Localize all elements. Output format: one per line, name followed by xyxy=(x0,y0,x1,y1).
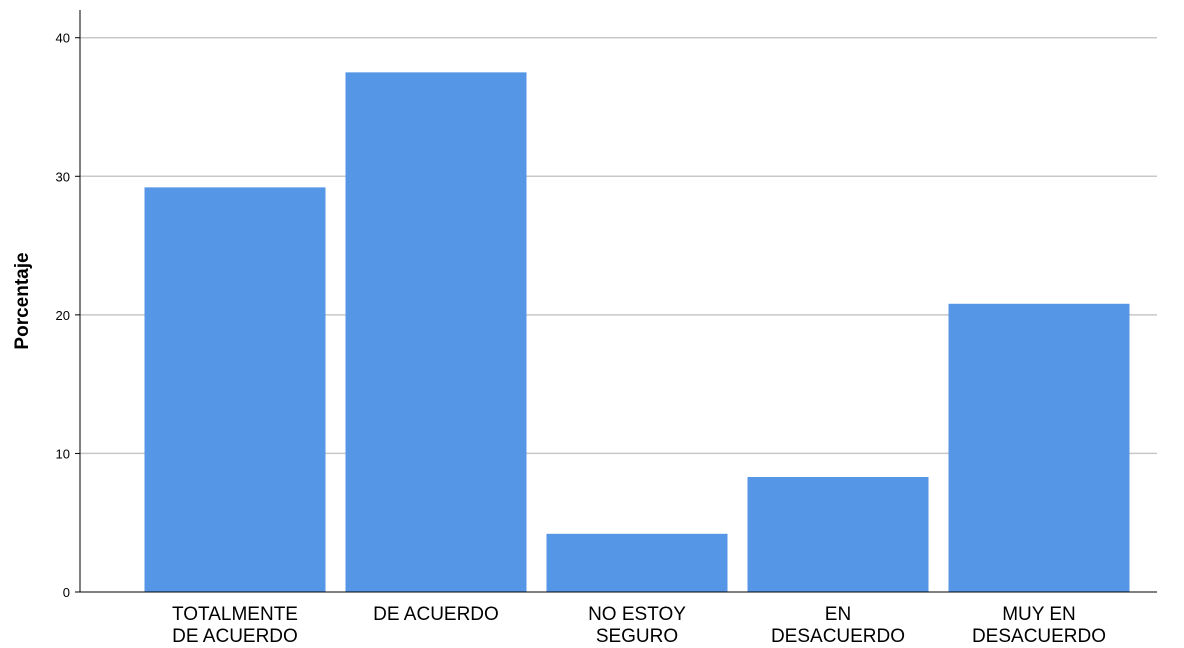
y-tick-label: 20 xyxy=(56,308,70,323)
bar xyxy=(546,533,728,592)
y-tick-label: 0 xyxy=(63,585,70,600)
x-category-label: DE ACUERDO xyxy=(172,626,298,647)
y-tick-label: 10 xyxy=(56,446,70,461)
bar xyxy=(948,303,1130,592)
x-category-label: DESACUERDO xyxy=(972,626,1106,647)
x-category-label: DESACUERDO xyxy=(771,626,905,647)
bar xyxy=(345,72,527,593)
axes xyxy=(79,10,1157,593)
x-category-label: EN xyxy=(825,604,851,625)
y-axis-label: Porcentaje xyxy=(12,252,33,349)
bars xyxy=(144,72,1130,593)
y-ticks: 0 10 20 30 40 xyxy=(56,31,80,600)
x-category-label: MUY EN xyxy=(1002,604,1076,625)
bar xyxy=(144,187,326,592)
y-tick-label: 40 xyxy=(56,31,70,46)
x-category-label: DE ACUERDO xyxy=(373,604,499,625)
x-category-label: NO ESTOY xyxy=(588,604,686,625)
y-tick-label: 30 xyxy=(56,169,70,184)
x-category-label: TOTALMENTE xyxy=(172,604,298,625)
x-category-label: SEGURO xyxy=(596,626,678,647)
bar xyxy=(747,476,929,592)
